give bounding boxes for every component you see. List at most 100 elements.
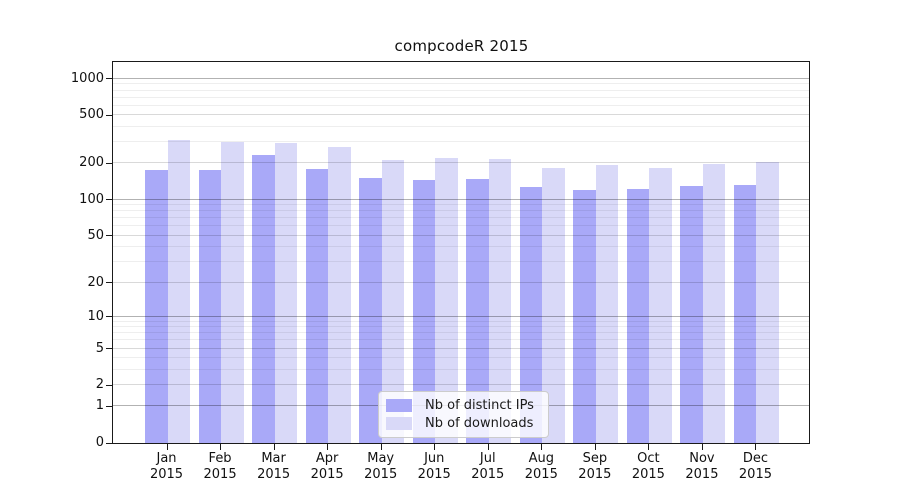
y-tick-mark bbox=[106, 384, 112, 386]
x-tick-mark bbox=[166, 444, 168, 450]
grid-line bbox=[113, 339, 809, 341]
x-tick-mark bbox=[648, 444, 650, 450]
grid-line bbox=[113, 315, 809, 317]
grid-line bbox=[113, 204, 809, 206]
y-tick-label: 20 bbox=[87, 274, 104, 290]
y-tick-mark bbox=[106, 235, 112, 237]
bar-downloads-jun bbox=[435, 158, 458, 443]
grid-line bbox=[113, 89, 809, 91]
bar-downloads-may bbox=[381, 159, 405, 443]
bar-distinct-ips-may bbox=[359, 178, 382, 443]
grid-line bbox=[113, 234, 809, 236]
bar-distinct-ips-oct bbox=[626, 188, 650, 443]
bar-downloads-dec bbox=[756, 162, 779, 443]
grid-line bbox=[113, 126, 809, 128]
bar-downloads-apr bbox=[328, 146, 351, 443]
grid-line bbox=[113, 217, 809, 219]
bar-downloads-feb bbox=[221, 141, 244, 443]
grid-layer bbox=[113, 62, 809, 443]
y-tick-mark bbox=[106, 405, 112, 407]
grid-line bbox=[113, 246, 809, 248]
grid-line bbox=[113, 225, 809, 227]
grid-line bbox=[113, 114, 809, 116]
bar-distinct-ips-nov bbox=[680, 186, 703, 443]
x-tick-label-nov: Nov 2015 bbox=[685, 451, 719, 482]
y-tick-mark bbox=[106, 282, 112, 284]
x-tick-mark bbox=[380, 444, 382, 450]
x-tick-label-jul: Jul 2015 bbox=[471, 451, 505, 482]
grid-line bbox=[113, 83, 809, 85]
grid-line bbox=[113, 261, 809, 262]
bar-downloads-aug bbox=[542, 167, 565, 443]
x-tick-mark bbox=[594, 444, 596, 450]
y-tick-label: 200 bbox=[79, 155, 104, 171]
y-tick-mark bbox=[106, 114, 112, 116]
y-tick-label: 100 bbox=[79, 191, 104, 207]
plot-area bbox=[112, 61, 810, 444]
grid-line bbox=[113, 77, 809, 79]
x-tick-mark bbox=[755, 444, 757, 450]
x-tick-mark bbox=[327, 444, 329, 450]
y-tick-label: 10 bbox=[87, 308, 104, 324]
x-tick-label-feb: Feb 2015 bbox=[203, 451, 237, 482]
x-tick-mark bbox=[273, 444, 275, 450]
x-tick-label-sep: Sep 2015 bbox=[578, 451, 612, 482]
grid-line bbox=[113, 141, 809, 143]
x-tick-label-jun: Jun 2015 bbox=[417, 451, 451, 482]
x-tick-mark bbox=[701, 444, 703, 450]
y-tick-mark bbox=[106, 442, 112, 444]
y-tick-label: 0 bbox=[95, 435, 104, 450]
bar-distinct-ips-sep bbox=[573, 189, 596, 443]
grid-line bbox=[113, 368, 809, 370]
bar-downloads-oct bbox=[649, 167, 672, 443]
bar-distinct-ips-feb bbox=[198, 170, 222, 443]
y-tick-label: 1000 bbox=[70, 70, 104, 86]
legend-item-downloads: Nb of downloads bbox=[386, 416, 534, 431]
x-tick-mark bbox=[434, 444, 436, 450]
bars-layer bbox=[113, 62, 809, 443]
bar-downloads-mar bbox=[274, 142, 298, 443]
y-tick-label: 2 bbox=[95, 377, 104, 393]
bar-distinct-ips-dec bbox=[733, 185, 757, 443]
legend-swatch-downloads bbox=[386, 417, 412, 430]
bar-distinct-ips-jan bbox=[145, 170, 168, 443]
y-tick-mark bbox=[106, 348, 112, 350]
bar-distinct-ips-jul bbox=[466, 178, 489, 443]
bar-downloads-sep bbox=[595, 164, 619, 443]
bar-distinct-ips-jun bbox=[412, 179, 436, 443]
x-tick-mark bbox=[487, 444, 489, 450]
y-tick-label: 500 bbox=[79, 107, 104, 123]
legend-label-downloads: Nb of downloads bbox=[425, 416, 534, 431]
bar-downloads-nov bbox=[702, 163, 726, 443]
y-tick-label: 50 bbox=[87, 227, 104, 243]
bar-downloads-jul bbox=[488, 159, 512, 443]
x-tick-label-mar: Mar 2015 bbox=[257, 451, 291, 482]
x-tick-label-jan: Jan 2015 bbox=[149, 451, 184, 482]
x-tick-label-dec: Dec 2015 bbox=[738, 451, 772, 482]
grid-line bbox=[113, 104, 809, 106]
grid-line bbox=[113, 332, 809, 334]
y-tick-mark bbox=[106, 199, 112, 201]
legend-item-distinct-ips: Nb of distinct IPs bbox=[386, 398, 534, 413]
y-tick-label: 5 bbox=[95, 340, 104, 356]
chart-title: compcodeR 2015 bbox=[394, 37, 529, 55]
x-tick-mark bbox=[220, 444, 222, 450]
y-tick-mark bbox=[106, 162, 112, 164]
x-tick-mark bbox=[541, 444, 543, 450]
grid-line bbox=[113, 326, 809, 328]
legend-label-distinct-ips: Nb of distinct IPs bbox=[425, 398, 534, 413]
grid-line bbox=[113, 162, 809, 164]
bar-distinct-ips-apr bbox=[305, 168, 329, 443]
grid-line bbox=[113, 357, 809, 359]
x-tick-label-apr: Apr 2015 bbox=[310, 451, 344, 482]
bar-distinct-ips-aug bbox=[519, 187, 543, 443]
grid-line bbox=[113, 210, 809, 212]
grid-line bbox=[113, 96, 809, 98]
legend: Nb of distinct IPs Nb of downloads bbox=[378, 391, 549, 438]
grid-line bbox=[113, 281, 809, 283]
y-tick-label: 1 bbox=[95, 398, 104, 414]
grid-line bbox=[113, 347, 809, 349]
bar-distinct-ips-mar bbox=[252, 155, 275, 443]
grid-line bbox=[113, 198, 809, 200]
